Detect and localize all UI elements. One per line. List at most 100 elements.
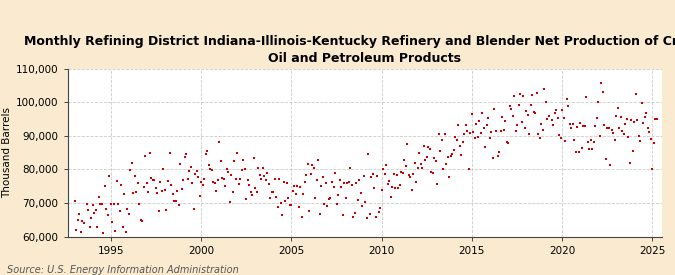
Point: [614, 126, 625, 131]
Point: [518, 94, 529, 98]
Point: [437, 138, 448, 142]
Point: [431, 159, 441, 163]
Point: [349, 210, 360, 215]
Point: [132, 180, 143, 185]
Point: [202, 148, 213, 153]
Point: [283, 196, 294, 200]
Point: [143, 190, 154, 194]
Point: [170, 199, 181, 203]
Point: [585, 138, 596, 142]
Point: [310, 196, 321, 200]
Point: [235, 177, 246, 182]
Point: [288, 189, 298, 194]
Point: [295, 185, 306, 189]
Point: [481, 123, 492, 128]
Point: [322, 203, 333, 208]
Point: [154, 209, 165, 213]
Point: [649, 140, 659, 145]
Point: [152, 190, 163, 195]
Point: [220, 184, 231, 188]
Point: [635, 139, 646, 143]
Point: [354, 178, 364, 182]
Point: [620, 121, 631, 126]
Point: [396, 170, 406, 174]
Point: [399, 158, 410, 162]
Point: [426, 169, 437, 174]
Point: [275, 200, 286, 205]
Point: [245, 190, 256, 195]
Point: [104, 174, 115, 178]
Point: [487, 156, 498, 161]
Point: [491, 129, 502, 133]
Point: [333, 193, 344, 197]
Point: [286, 203, 297, 207]
Point: [242, 178, 253, 183]
Point: [425, 147, 435, 151]
Point: [572, 125, 583, 129]
Point: [327, 180, 338, 184]
Point: [101, 207, 112, 211]
Point: [248, 155, 259, 160]
Point: [557, 108, 568, 112]
Point: [93, 194, 104, 199]
Point: [362, 152, 373, 157]
Point: [576, 146, 587, 150]
Point: [583, 140, 593, 144]
Point: [526, 93, 537, 97]
Point: [472, 134, 483, 139]
Point: [466, 111, 477, 116]
Point: [537, 128, 548, 132]
Point: [566, 126, 576, 130]
Point: [209, 181, 220, 185]
Point: [214, 140, 225, 144]
Point: [229, 159, 240, 164]
Point: [476, 130, 487, 135]
Point: [427, 171, 438, 175]
Point: [179, 155, 190, 160]
Point: [312, 177, 323, 182]
Point: [296, 214, 307, 219]
Point: [236, 168, 247, 172]
Point: [300, 180, 310, 184]
Point: [459, 131, 470, 136]
Point: [616, 114, 626, 119]
Point: [137, 219, 148, 224]
Point: [342, 181, 352, 185]
Point: [72, 218, 83, 223]
Point: [405, 175, 416, 179]
Point: [548, 123, 559, 128]
Point: [462, 129, 472, 134]
Point: [465, 131, 476, 136]
Point: [617, 128, 628, 133]
Point: [343, 180, 354, 185]
Point: [164, 151, 175, 155]
Point: [415, 161, 426, 166]
Point: [176, 186, 187, 191]
Point: [446, 154, 456, 158]
Point: [103, 213, 113, 218]
Point: [534, 136, 545, 140]
Point: [423, 145, 434, 150]
Point: [346, 183, 357, 188]
Point: [442, 155, 453, 160]
Point: [650, 117, 661, 121]
Point: [251, 190, 262, 194]
Point: [175, 162, 186, 166]
Point: [302, 162, 313, 166]
Point: [509, 94, 520, 98]
Point: [385, 195, 396, 199]
Point: [444, 174, 455, 179]
Point: [603, 126, 614, 130]
Point: [163, 179, 173, 183]
Point: [367, 172, 378, 177]
Point: [420, 158, 431, 162]
Point: [400, 164, 411, 168]
Point: [546, 117, 557, 122]
Point: [134, 202, 145, 207]
Point: [254, 173, 265, 177]
Point: [217, 175, 227, 180]
Point: [323, 197, 334, 202]
Point: [232, 151, 242, 155]
Point: [328, 185, 339, 189]
Point: [361, 216, 372, 220]
